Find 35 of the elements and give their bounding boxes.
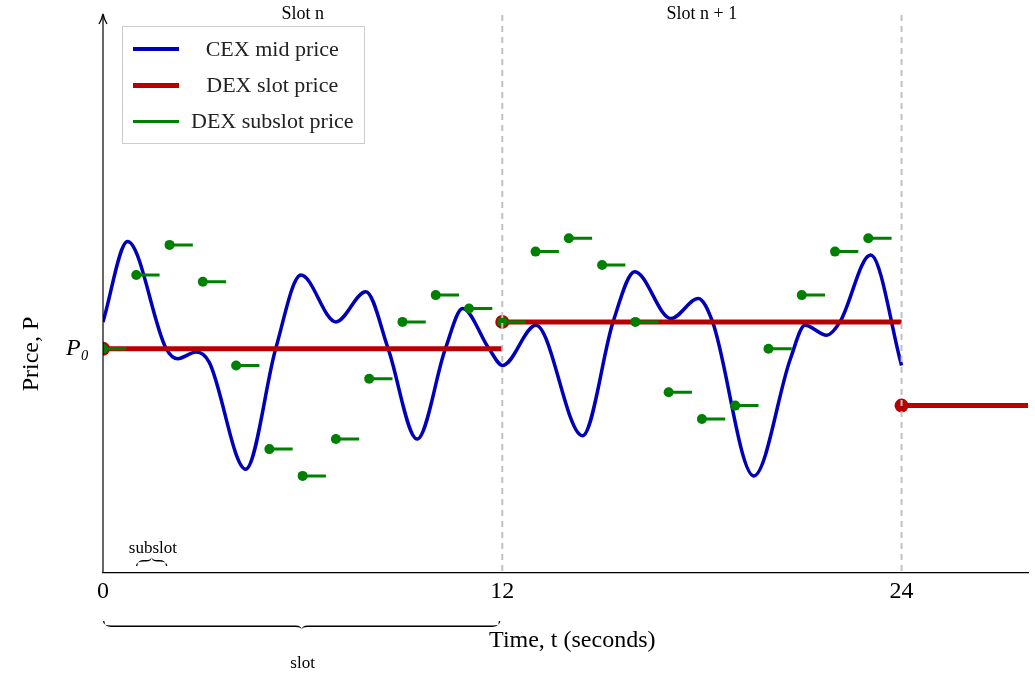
point: [530, 246, 541, 257]
x-tick-label: 0: [97, 576, 109, 603]
point: [264, 444, 275, 455]
x-axis-title: Time, t (seconds): [489, 626, 656, 653]
point: [796, 290, 807, 301]
point: [863, 233, 874, 244]
point: [297, 470, 308, 481]
legend-label: DEX slot price: [205, 72, 340, 98]
point: [197, 276, 208, 287]
point: [164, 239, 175, 250]
annotation: P₀: [64, 334, 89, 360]
point: [730, 400, 741, 411]
point: [364, 373, 375, 384]
point: [131, 270, 142, 281]
text: Slot n + 1: [666, 2, 738, 23]
point: [696, 413, 707, 424]
point: [231, 360, 242, 371]
x-tick-label: 12: [490, 576, 515, 603]
point: [763, 343, 774, 354]
y-axis-title: Price, P: [17, 316, 44, 392]
legend-label: DEX subslot price: [191, 108, 354, 134]
point: [597, 259, 608, 270]
point: [430, 290, 441, 301]
point: [830, 246, 841, 257]
text: slot: [290, 653, 316, 673]
point: [630, 316, 641, 327]
point: [397, 316, 408, 327]
point: [330, 434, 341, 445]
x-tick-label: 24: [889, 576, 914, 603]
text: Slot n: [281, 2, 324, 23]
annotation: subslot: [128, 538, 178, 558]
point: [464, 303, 475, 314]
point: [563, 233, 574, 244]
point: [663, 387, 674, 398]
legend-label: CEX mid price: [204, 36, 340, 62]
